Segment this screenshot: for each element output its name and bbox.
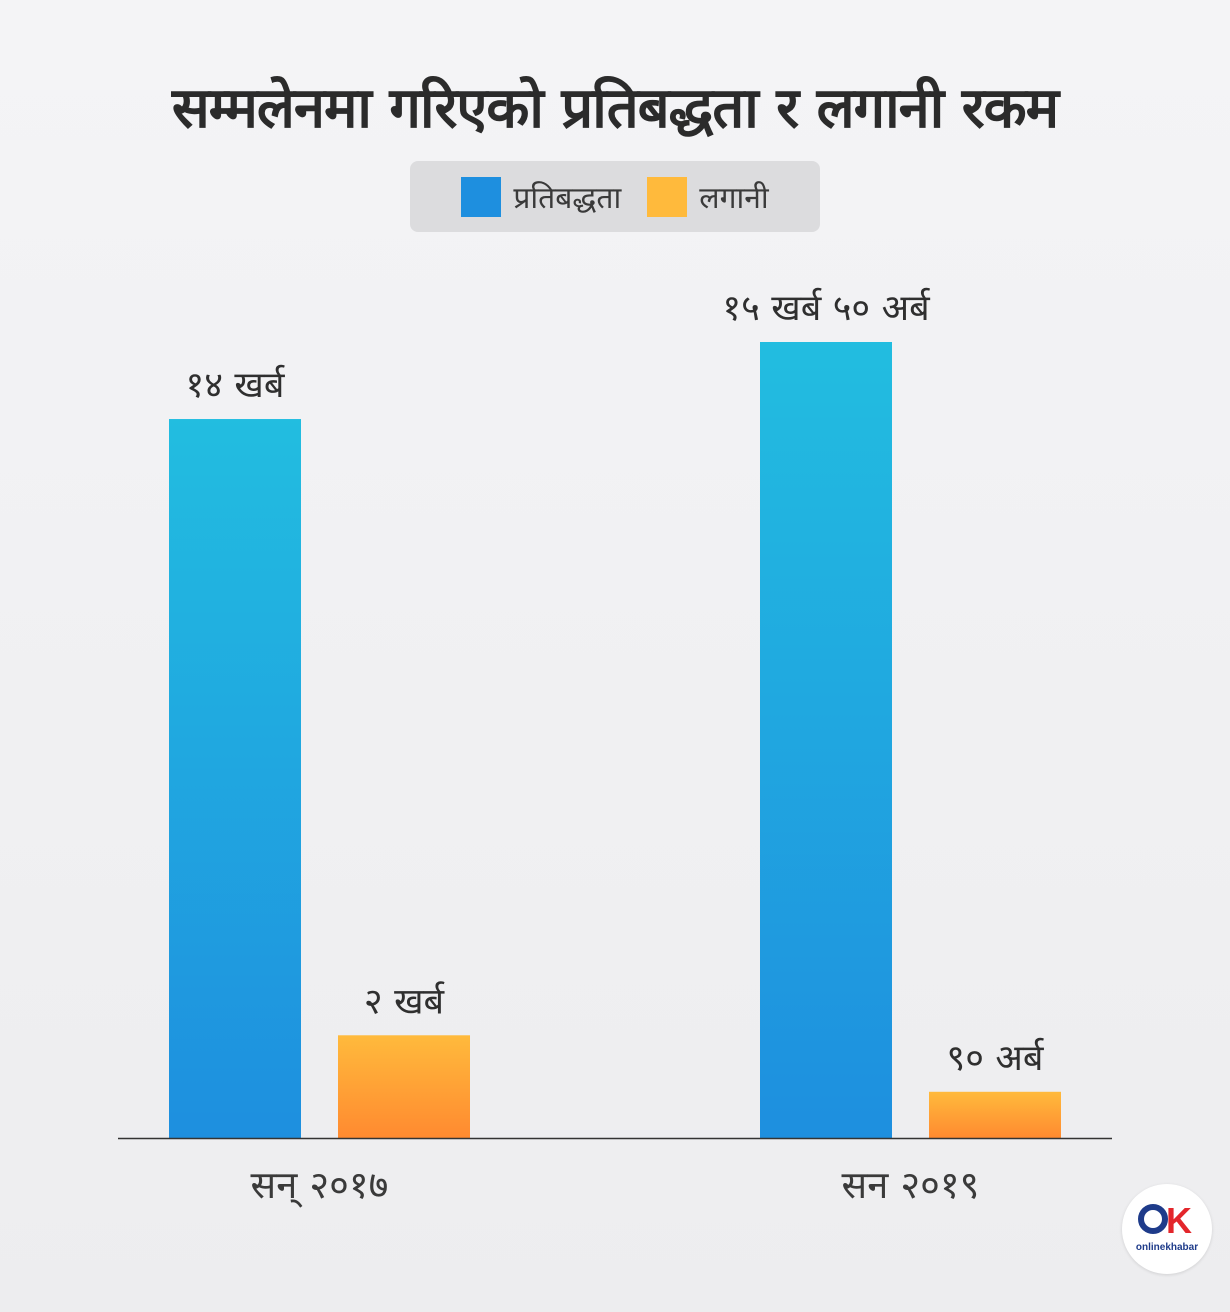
legend-label-commitment: प्रतिबद्धता [513, 181, 622, 216]
bar-commitment-0 [169, 419, 301, 1139]
legend-swatch-commitment [461, 176, 502, 217]
category-label-1: सन २०१९ [842, 1163, 980, 1207]
logo-o-mark [1138, 1204, 1168, 1234]
chart-title: सम्मलेनमा गरिएको प्रतिबद्धता र लगानी रकम [171, 76, 1059, 141]
logo-wordmark: onlinekhabar [1135, 1242, 1199, 1253]
category-label-0: सन् २०१७ [251, 1163, 389, 1208]
logo-k-mark: K [1166, 1200, 1192, 1241]
data-label-commitment-1: १५ खर्ब ५० अर्ब [722, 287, 931, 329]
chart-legend: प्रतिबद्धता लगानी [410, 161, 820, 232]
bar-commitment-1 [760, 342, 892, 1138]
legend-label-investment: लगानी [699, 181, 769, 216]
legend-item-commitment: प्रतिबद्धता [461, 176, 621, 217]
legend-item-investment: लगानी [647, 176, 769, 217]
bar-investment-0 [338, 1035, 470, 1138]
bar-investment-1 [929, 1091, 1061, 1138]
data-label-commitment-0: १४ खर्ब [186, 364, 286, 406]
legend-swatch-investment [647, 176, 688, 217]
data-label-investment-1: ९० अर्ब [947, 1037, 1045, 1079]
data-label-investment-0: २ खर्ब [364, 980, 446, 1022]
onlinekhabar-logo: K onlinekhabar [1122, 1184, 1212, 1274]
